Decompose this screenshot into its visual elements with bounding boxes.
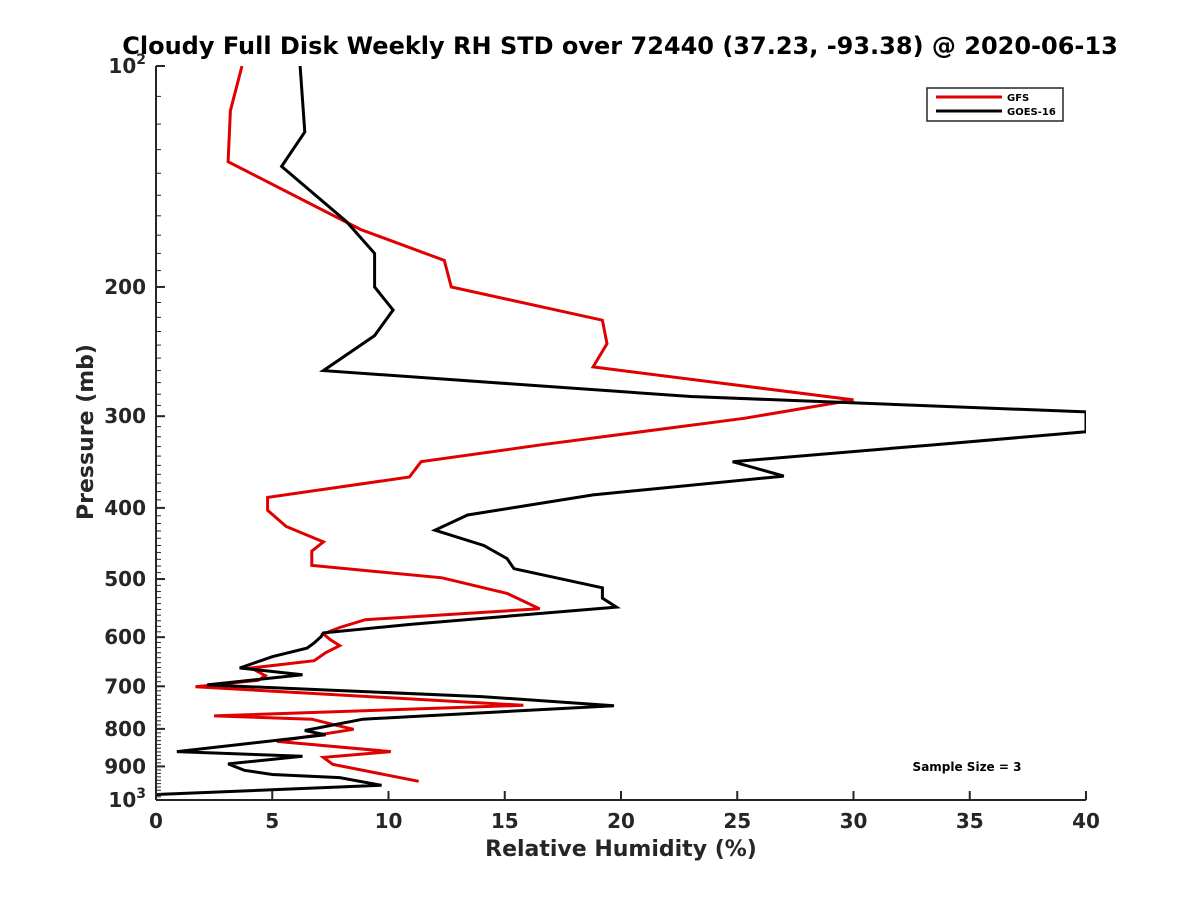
y-tick-label: 500 [104,567,146,591]
chart-title: Cloudy Full Disk Weekly RH STD over 7244… [122,32,1118,60]
series-line-gfs [195,66,854,783]
y-tick-label: 900 [104,754,146,778]
legend-label-gfs: GFS [1007,93,1029,104]
series-layer [156,66,1086,796]
y-tick-label: 102 [108,52,146,78]
legend: GFS GOES-16 [926,87,1064,122]
x-tick-label: 25 [723,809,751,833]
legend-box [926,87,1064,122]
x-tick-label: 10 [375,809,403,833]
y-tick-label: 600 [104,625,146,649]
x-tick-label: 5 [265,809,279,833]
axes-layer: 0 5 10 15 20 25 30 35 40 102 200 300 400 500 600 700 800… [104,52,1100,833]
y-tick-label: 400 [104,496,146,520]
y-tick-label: 700 [104,674,146,698]
y-tick-label: 200 [104,275,146,299]
y-tick-label: 300 [104,404,146,428]
x-tick-label: 30 [840,809,868,833]
x-tick-label: 15 [491,809,519,833]
series-line-goes-16 [156,66,1086,796]
labels-layer: Cloudy Full Disk Weekly RH STD over 7244… [74,32,1118,862]
x-tick-label: 35 [956,809,984,833]
legend-label-goes-16: GOES-16 [1007,107,1056,118]
x-tick-label: 20 [607,809,635,833]
sample-size-annotation: Sample Size = 3 [913,760,1022,774]
y-tick-label: 103 [108,786,146,812]
y-axis-title: Pressure (mb) [74,344,99,520]
x-tick-label: 0 [149,809,163,833]
x-axis-title: Relative Humidity (%) [485,837,757,862]
y-tick-label: 800 [104,717,146,741]
x-tick-label: 40 [1072,809,1100,833]
